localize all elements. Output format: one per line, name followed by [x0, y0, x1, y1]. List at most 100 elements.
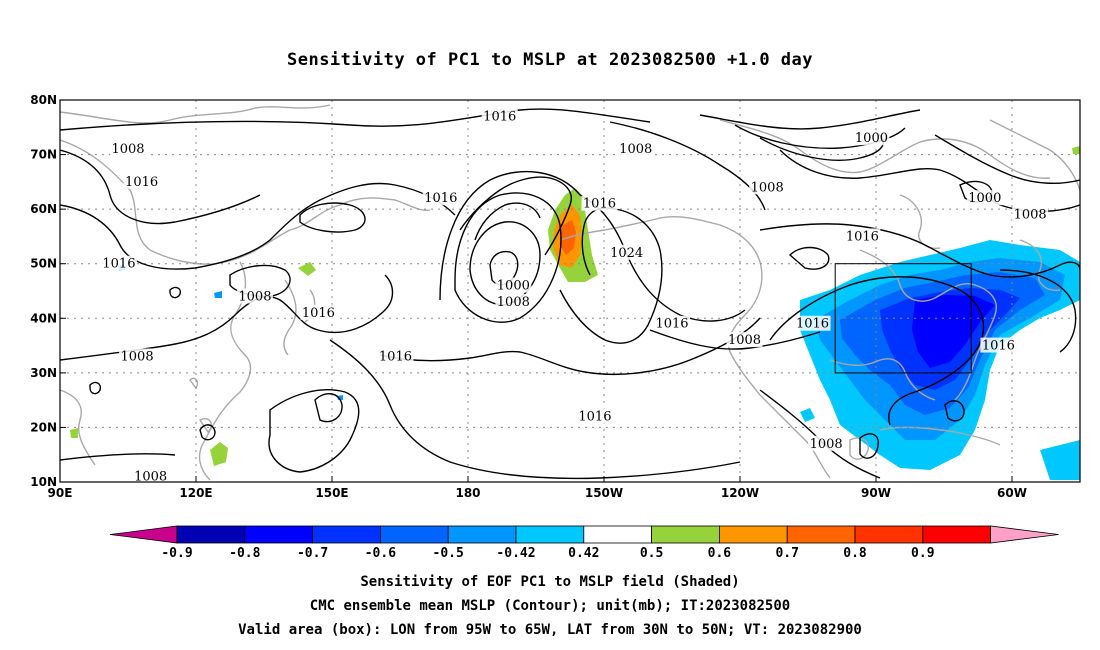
contour-label: 1000 — [497, 279, 530, 294]
colorbar-segment — [244, 525, 314, 544]
lat-label: 20N — [30, 420, 57, 434]
contour-label: 1016 — [796, 317, 829, 332]
contour-label: 1008 — [1014, 208, 1047, 223]
colorbar-segment — [176, 525, 246, 544]
contour-label-bg — [853, 130, 890, 146]
colorbar-label: 0.7 — [775, 546, 798, 561]
sensitivity-map: 1016100810161016100810161024100010081000… — [30, 93, 1081, 561]
contour-label-bg — [119, 348, 156, 364]
sensitivity-shading — [70, 146, 1080, 480]
lat-label: 40N — [30, 311, 57, 325]
contour-label: 1016 — [982, 339, 1015, 354]
colorbar-label: -0.5 — [433, 546, 464, 561]
lon-label: 120E — [179, 486, 212, 500]
colorbar-label: 0.42 — [568, 546, 599, 561]
contour-label-bg — [123, 173, 160, 189]
contour-label-bg — [617, 141, 654, 157]
contour-label: 1008 — [111, 142, 144, 157]
contour-label: 1008 — [121, 349, 154, 364]
contour-label-bg — [980, 337, 1017, 353]
lon-label: 150E — [315, 486, 348, 500]
lat-label: 80N — [30, 93, 57, 107]
contour-label: 1016 — [483, 109, 516, 124]
contour-label: 1016 — [379, 349, 412, 364]
contour-label-bg — [495, 293, 532, 309]
contour-label-bg — [110, 141, 146, 157]
contour-label: 1016 — [846, 229, 879, 244]
contour-label-bg — [749, 179, 786, 195]
lon-label: 150W — [585, 486, 623, 500]
colorbar-label: -0.6 — [365, 546, 396, 561]
colorbar-segment — [651, 525, 720, 544]
contour-label: 1008 — [134, 470, 167, 485]
mslp-contours — [60, 108, 1080, 480]
colorbar-low-end — [109, 525, 178, 544]
plot-frame — [59, 99, 1081, 483]
lon-label: 60W — [997, 486, 1027, 500]
contour-label-bg — [794, 315, 831, 331]
contour-label: 1008 — [751, 180, 784, 195]
contour-label: 1016 — [578, 410, 611, 425]
lon-label: 120W — [721, 486, 759, 500]
contour-label-bg — [808, 435, 845, 451]
latitude-labels: 80N 70N 60N 50N 40N 30N 20N 10N — [30, 93, 66, 489]
colorbar-label: 0.9 — [911, 546, 934, 561]
contour-label: 1016 — [302, 306, 335, 321]
longitude-labels: 90E 120E 150E 180 150W 120W 90W 60W — [48, 476, 1027, 500]
contour-label-bg — [1012, 206, 1049, 222]
colorbar-label: 0.6 — [708, 546, 732, 561]
contour-label: 1008 — [619, 142, 652, 157]
colorbar-segment — [854, 525, 924, 544]
contour-labels: 1016100810161016100810161024100010081000… — [100, 108, 1049, 485]
lat-label: 70N — [30, 148, 57, 162]
caption-contour: CMC ensemble mean MSLP (Contour); unit(m… — [309, 598, 791, 614]
contour-label-bg — [726, 332, 763, 348]
colorbar-label: -0.42 — [496, 546, 535, 561]
valid-area-box — [834, 263, 972, 374]
contour-label: 1024 — [610, 246, 643, 261]
lon-label: 180 — [455, 486, 480, 500]
contour-label-bg — [481, 108, 518, 124]
colorbar-segment — [447, 525, 517, 544]
coastlines — [60, 104, 1080, 481]
colorbar-label: 0.5 — [640, 546, 663, 561]
contour-label-bg — [236, 288, 273, 304]
contour-label-bg — [844, 228, 881, 244]
lat-label: 50N — [30, 257, 57, 271]
contour-label: 1016 — [125, 175, 158, 190]
contour-label: 1008 — [238, 289, 271, 304]
caption-shading: Sensitivity of EOF PC1 to MSLP field (Sh… — [360, 574, 740, 590]
colorbar-segment — [515, 525, 585, 544]
lat-label: 60N — [30, 202, 57, 216]
lon-label: 90E — [48, 486, 73, 500]
contour-label-bg — [422, 190, 459, 206]
contour-label: 1016 — [583, 197, 616, 212]
map-title: Sensitivity of PC1 to MSLP at 2023082500… — [286, 50, 813, 70]
contour-label: 1016 — [102, 257, 135, 272]
contour-label-bg — [576, 408, 613, 424]
lat-label: 30N — [30, 366, 57, 380]
contour-label: 1016 — [655, 317, 688, 332]
colorbar-segment — [719, 525, 788, 544]
lon-label: 90W — [861, 486, 891, 500]
caption-valid-area: Valid area (box): LON from 95W to 65W, L… — [238, 622, 862, 638]
contour-label-bg — [581, 195, 618, 211]
colorbar-segment — [583, 525, 652, 544]
lat-label: 10N — [30, 475, 57, 489]
contour-label: 1008 — [728, 333, 761, 348]
contour-label-bg — [132, 468, 169, 482]
contour-label: 1000 — [855, 131, 888, 146]
contour-label: 1008 — [497, 295, 530, 310]
contour-label-bg — [377, 348, 414, 364]
contour-label-bg — [300, 304, 337, 320]
contour-label-bg — [654, 315, 690, 331]
colorbar-segment — [312, 525, 381, 544]
colorbar-label: -0.8 — [229, 546, 260, 561]
contour-label-bg — [100, 255, 137, 271]
lat-lon-grid — [60, 100, 1080, 482]
contour-label: 1008 — [810, 437, 843, 452]
contour-label: 1000 — [968, 191, 1001, 206]
colorbar-labels: -0.9 -0.8 -0.7 -0.6 -0.5 -0.42 0.42 0.5 0.6 0.7 0.… — [161, 546, 934, 561]
contour-label-bg — [966, 190, 1003, 206]
colorbar-segment — [922, 525, 991, 544]
